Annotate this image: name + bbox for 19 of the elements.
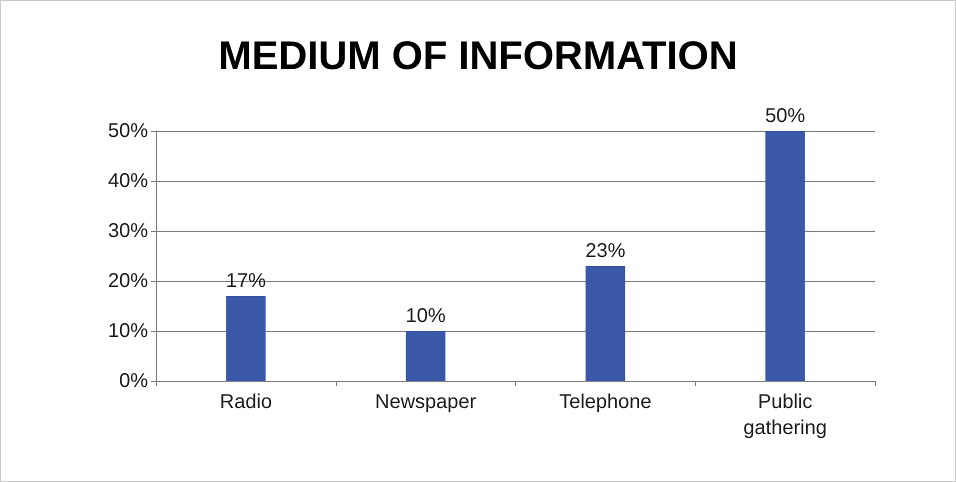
y-tick-label: 40% <box>108 170 148 192</box>
chart-title: MEDIUM OF INFORMATION <box>218 34 738 78</box>
data-label: 50% <box>765 105 806 127</box>
y-tick-label: 0% <box>119 370 148 392</box>
bar <box>406 331 446 381</box>
y-tick-label: 20% <box>108 270 148 292</box>
y-tick-label: 30% <box>108 220 148 242</box>
data-label: 17% <box>226 270 266 292</box>
x-tick-label: Newspaper <box>375 391 477 413</box>
data-label: 10% <box>406 305 446 327</box>
x-tick-label: Telephone <box>559 391 652 413</box>
y-tick-label: 50% <box>108 120 148 142</box>
y-tick-label: 10% <box>108 320 148 342</box>
bar <box>226 296 266 381</box>
x-tick-label: Public gathering <box>743 391 827 439</box>
bar <box>765 131 805 381</box>
data-label: 23% <box>585 240 626 262</box>
x-tick-label: Radio <box>220 391 272 413</box>
bar <box>586 266 626 381</box>
